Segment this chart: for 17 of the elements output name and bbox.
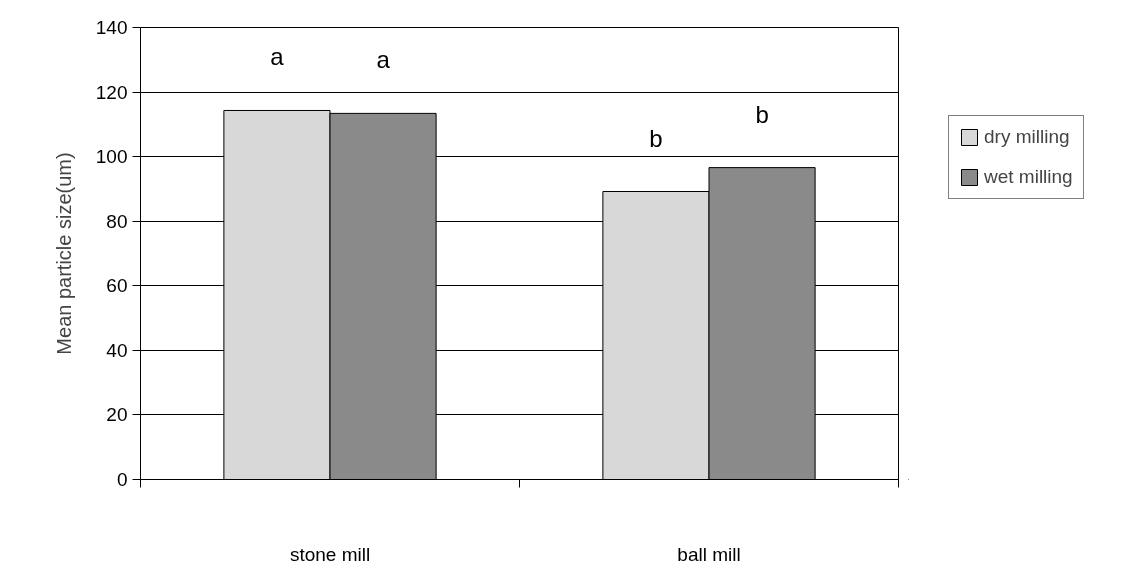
y-tick-label: 0 bbox=[116, 469, 128, 490]
y-tick-label: 140 bbox=[95, 17, 128, 38]
y-axis-title: Mean particle size(um) bbox=[52, 152, 75, 355]
y-tick-label: 80 bbox=[106, 210, 128, 232]
y-tick-label: 60 bbox=[106, 275, 128, 297]
data-label: b bbox=[755, 100, 769, 128]
y-tick-label: 100 bbox=[95, 146, 128, 168]
y-tick-label: 120 bbox=[95, 81, 128, 103]
legend-label: dry milling bbox=[984, 126, 1070, 148]
x-tick-label: stone mill bbox=[289, 543, 371, 565]
y-tick-label: 20 bbox=[106, 404, 128, 426]
legend-label: wet milling bbox=[984, 166, 1073, 188]
data-label: a bbox=[270, 43, 285, 71]
y-tick-label: 40 bbox=[106, 339, 128, 361]
data-label: a bbox=[376, 46, 391, 74]
x-tick-label: ball mill bbox=[677, 543, 741, 565]
data-label: b bbox=[649, 124, 663, 152]
